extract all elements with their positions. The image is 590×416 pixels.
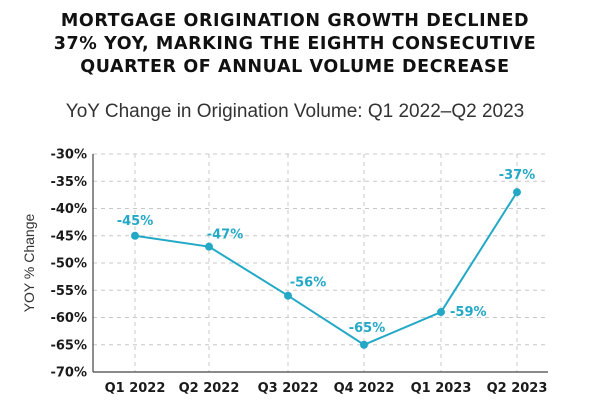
data-label: -47% [207,228,244,243]
y-tick-label: -40% [50,202,87,217]
chart-title-line-1: MORTGAGE ORIGINATION GROWTH DECLINED [60,11,530,31]
y-tick-label: -70% [50,366,87,381]
data-label: -65% [349,321,386,336]
data-label: -59% [450,305,487,320]
x-tick-label: Q4 2022 [334,381,395,396]
y-tick-label: -30% [50,148,87,163]
y-tick-label: -50% [50,257,87,272]
y-tick-label: -45% [50,229,87,244]
x-tick-labels: Q1 2022 Q2 2022 Q3 2022 Q4 2022 Q1 2023 Q2 20… [105,381,548,396]
data-point [360,340,368,349]
y-tick-label: -55% [50,284,87,299]
data-label: -56% [290,276,327,291]
chart-title-line-3: QUARTER OF ANNUAL VOLUME DECREASE [80,57,510,77]
x-tick-label: Q2 2023 [487,381,548,396]
chart-title-line-2: 37% YOY, MARKING THE EIGHTH CONSECUTIVE [53,34,537,54]
y-tick-label: -35% [50,175,87,190]
x-tick-label: Q1 2023 [411,381,472,396]
data-label: -45% [117,214,154,229]
chart-title: MORTGAGE ORIGINATION GROWTH DECLINED 37%… [0,10,590,79]
y-axis-label: YOY % Change [21,214,37,313]
x-tick-label: Q1 2022 [105,381,166,396]
grid-lines [93,153,548,372]
data-points [131,188,521,349]
data-point [513,188,521,197]
data-point [437,308,445,317]
series-line [134,191,518,346]
data-point [131,231,139,240]
x-tick-label: Q3 2022 [258,381,319,396]
chart-subtitle: YoY Change in Origination Volume: Q1 202… [65,101,525,122]
x-tick-label: Q2 2022 [179,381,240,396]
data-labels: -45% -47% -56% -65% -59% -37% [117,168,536,336]
data-point [284,291,292,300]
y-tick-label: -60% [50,311,87,326]
y-tick-label: -65% [50,338,87,353]
y-tick-labels: -30% -35% -40% -45% -50% -55% -60% -65% -70% [50,148,87,381]
axes [92,154,548,373]
data-point [205,242,213,251]
data-label: -37% [499,168,536,183]
